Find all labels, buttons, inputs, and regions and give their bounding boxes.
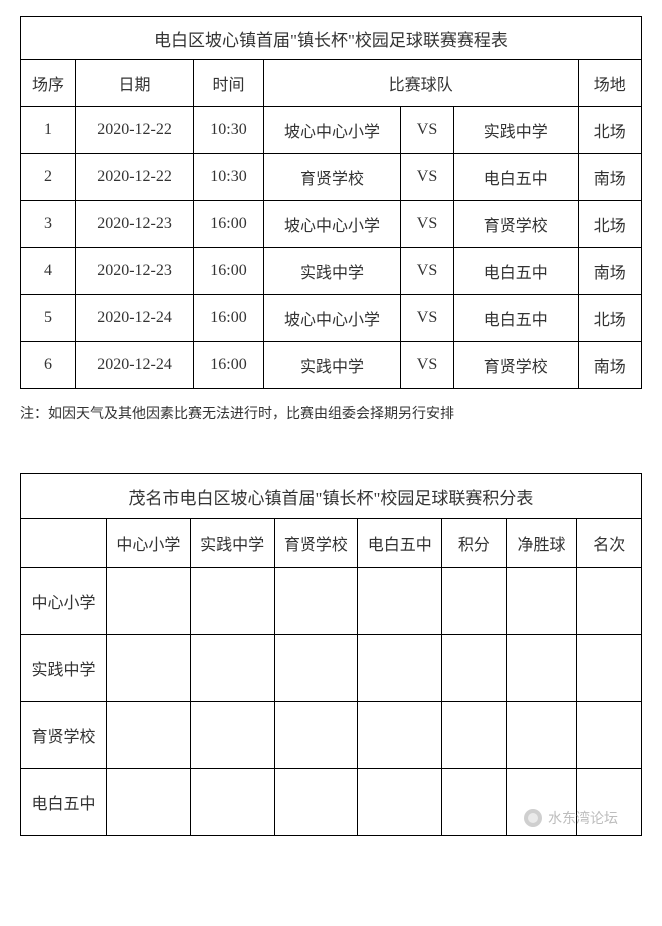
table-row: 3 2020-12-23 16:00 坡心中心小学 VS 育贤学校 北场	[21, 201, 642, 248]
cell-date: 2020-12-22	[75, 154, 193, 201]
cell-time: 10:30	[194, 107, 264, 154]
note-text: 注：如因天气及其他因素比赛无法进行时，比赛由组委会择期另行安排	[20, 403, 642, 423]
col-t4: 电白五中	[358, 519, 442, 568]
col-seq: 场序	[21, 60, 76, 107]
cell-team1: 坡心中心小学	[263, 107, 400, 154]
cell-vs: VS	[401, 248, 454, 295]
table-row: 育贤学校	[21, 702, 642, 769]
cell	[577, 568, 642, 635]
cell-time: 16:00	[194, 248, 264, 295]
col-venue: 场地	[578, 60, 641, 107]
cell	[506, 568, 577, 635]
cell	[190, 635, 274, 702]
cell-team2: 实践中学	[453, 107, 578, 154]
schedule-header-row: 场序 日期 时间 比赛球队 场地	[21, 60, 642, 107]
cell	[577, 635, 642, 702]
cell-vs: VS	[401, 342, 454, 389]
col-gd: 净胜球	[506, 519, 577, 568]
cell-seq: 5	[21, 295, 76, 342]
cell-date: 2020-12-24	[75, 295, 193, 342]
cell	[106, 568, 190, 635]
cell	[442, 702, 506, 769]
cell	[106, 702, 190, 769]
col-t3: 育贤学校	[274, 519, 358, 568]
col-match: 比赛球队	[263, 60, 578, 107]
cell-seq: 4	[21, 248, 76, 295]
cell	[274, 635, 358, 702]
cell-seq: 2	[21, 154, 76, 201]
watermark: 水东湾论坛	[20, 808, 642, 828]
cell-venue: 南场	[578, 154, 641, 201]
standings-header-row: 中心小学 实践中学 育贤学校 电白五中 积分 净胜球 名次	[21, 519, 642, 568]
schedule-table: 电白区坡心镇首届"镇长杯"校园足球联赛赛程表 场序 日期 时间 比赛球队 场地 …	[20, 16, 642, 389]
cell-time: 16:00	[194, 201, 264, 248]
cell-seq: 6	[21, 342, 76, 389]
row-label: 育贤学校	[21, 702, 107, 769]
watermark-text: 水东湾论坛	[548, 810, 618, 826]
standings-table: 茂名市电白区坡心镇首届"镇长杯"校园足球联赛积分表 中心小学 实践中学 育贤学校…	[20, 473, 642, 836]
cell-team1: 坡心中心小学	[263, 295, 400, 342]
cell	[506, 635, 577, 702]
cell	[358, 568, 442, 635]
row-label: 中心小学	[21, 568, 107, 635]
cell-seq: 3	[21, 201, 76, 248]
cell	[274, 702, 358, 769]
cell-team1: 实践中学	[263, 342, 400, 389]
table-row: 2 2020-12-22 10:30 育贤学校 VS 电白五中 南场	[21, 154, 642, 201]
cell-time: 16:00	[194, 342, 264, 389]
cell	[190, 702, 274, 769]
cell-team2: 电白五中	[453, 154, 578, 201]
cell-venue: 南场	[578, 342, 641, 389]
col-date: 日期	[75, 60, 193, 107]
cell	[106, 635, 190, 702]
table-row: 5 2020-12-24 16:00 坡心中心小学 VS 电白五中 北场	[21, 295, 642, 342]
row-label: 实践中学	[21, 635, 107, 702]
cell	[577, 702, 642, 769]
table-row: 6 2020-12-24 16:00 实践中学 VS 育贤学校 南场	[21, 342, 642, 389]
table-row: 中心小学	[21, 568, 642, 635]
cell-team1: 坡心中心小学	[263, 201, 400, 248]
cell-venue: 北场	[578, 201, 641, 248]
cell-vs: VS	[401, 295, 454, 342]
col-pts: 积分	[442, 519, 506, 568]
cell-team1: 实践中学	[263, 248, 400, 295]
cell	[190, 568, 274, 635]
cell	[442, 635, 506, 702]
standings-title: 茂名市电白区坡心镇首届"镇长杯"校园足球联赛积分表	[21, 474, 642, 519]
cell-seq: 1	[21, 107, 76, 154]
cell-team2: 育贤学校	[453, 201, 578, 248]
col-blank	[21, 519, 107, 568]
table-row: 1 2020-12-22 10:30 坡心中心小学 VS 实践中学 北场	[21, 107, 642, 154]
cell-venue: 南场	[578, 248, 641, 295]
cell-vs: VS	[401, 154, 454, 201]
cell-team2: 电白五中	[453, 248, 578, 295]
col-rank: 名次	[577, 519, 642, 568]
cell	[358, 635, 442, 702]
cell-venue: 北场	[578, 295, 641, 342]
cell	[358, 702, 442, 769]
cell-vs: VS	[401, 107, 454, 154]
schedule-title: 电白区坡心镇首届"镇长杯"校园足球联赛赛程表	[21, 17, 642, 60]
cell	[442, 568, 506, 635]
cell-date: 2020-12-23	[75, 201, 193, 248]
wechat-icon	[524, 809, 542, 827]
table-row: 实践中学	[21, 635, 642, 702]
cell-date: 2020-12-24	[75, 342, 193, 389]
cell-time: 10:30	[194, 154, 264, 201]
table-row: 4 2020-12-23 16:00 实践中学 VS 电白五中 南场	[21, 248, 642, 295]
col-t2: 实践中学	[190, 519, 274, 568]
cell-team2: 电白五中	[453, 295, 578, 342]
cell-team2: 育贤学校	[453, 342, 578, 389]
cell-team1: 育贤学校	[263, 154, 400, 201]
cell-date: 2020-12-22	[75, 107, 193, 154]
cell-venue: 北场	[578, 107, 641, 154]
cell	[274, 568, 358, 635]
col-t1: 中心小学	[106, 519, 190, 568]
cell-date: 2020-12-23	[75, 248, 193, 295]
cell-time: 16:00	[194, 295, 264, 342]
cell	[506, 702, 577, 769]
cell-vs: VS	[401, 201, 454, 248]
col-time: 时间	[194, 60, 264, 107]
